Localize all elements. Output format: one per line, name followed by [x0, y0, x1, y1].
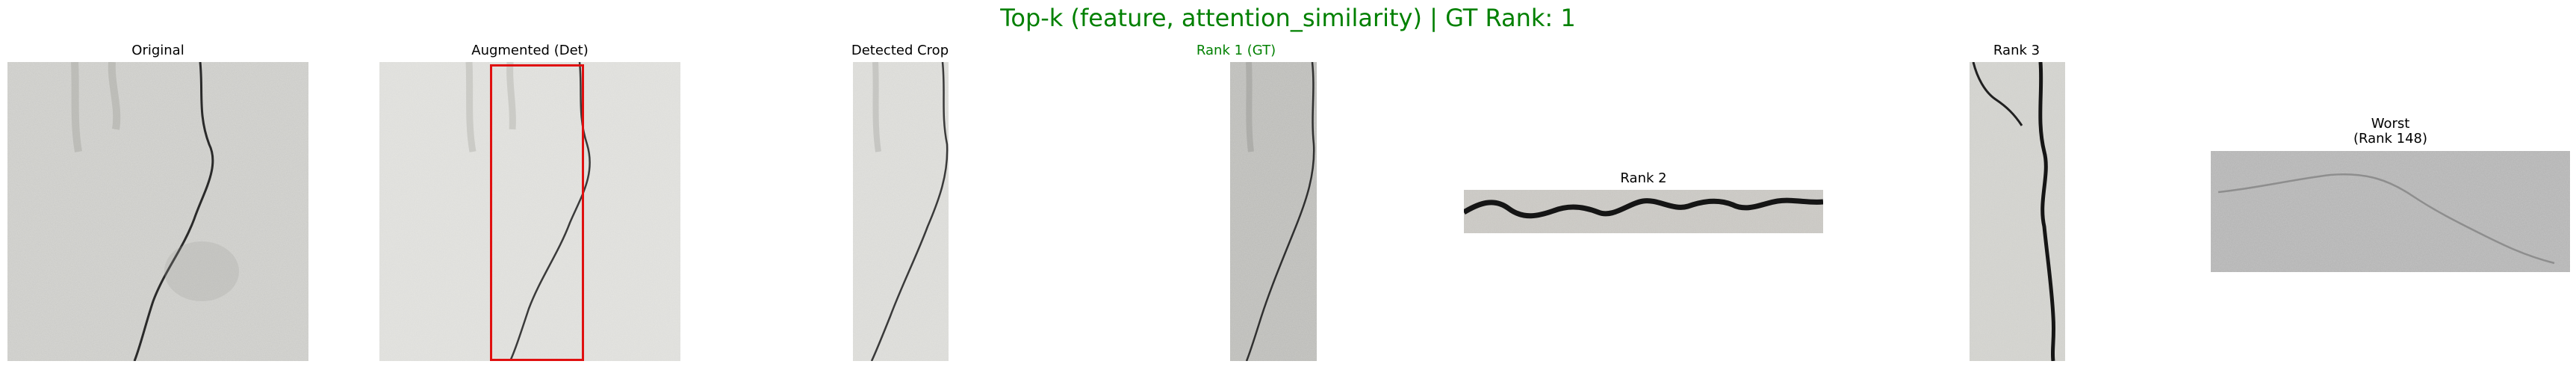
image-detected-crop	[853, 62, 949, 361]
panel-title-worst-line1: Worst	[2371, 116, 2410, 132]
panel-title-augmented: Augmented (Det)	[471, 43, 589, 58]
panel-title-rank3: Rank 3	[1993, 43, 2040, 58]
image-rank1-gt	[1230, 62, 1317, 361]
image-worst	[2211, 151, 2570, 272]
panel-title-worst-line2: (Rank 148)	[2353, 131, 2428, 147]
panel-title-detected: Detected Crop	[851, 43, 949, 58]
image-augmented	[379, 62, 680, 361]
figure-title: Top-k (feature, attention_similarity) | …	[1000, 4, 1576, 32]
panel-title-rank1: Rank 1 (GT)	[1196, 43, 1276, 58]
detection-box	[490, 64, 584, 361]
panel-title-rank2: Rank 2	[1620, 170, 1667, 186]
image-rank2	[1464, 190, 1823, 233]
panel-title-worst: Worst (Rank 148)	[2211, 117, 2570, 147]
image-rank3	[1970, 62, 2065, 361]
image-original	[7, 62, 308, 361]
panel-title-original: Original	[131, 43, 184, 58]
